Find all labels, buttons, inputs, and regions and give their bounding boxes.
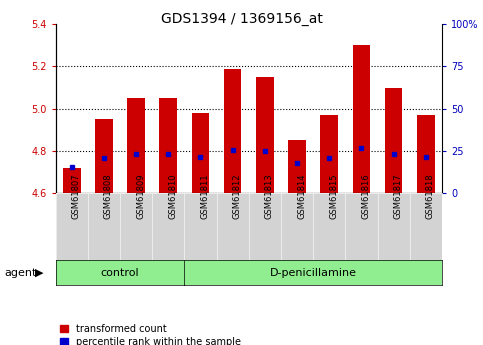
Text: agent: agent (5, 268, 37, 277)
Text: GDS1394 / 1369156_at: GDS1394 / 1369156_at (160, 12, 323, 26)
Bar (417, 115, 435, 193)
Text: GSM61816: GSM61816 (361, 174, 370, 219)
Text: control: control (100, 268, 139, 277)
Bar (63, 168, 81, 193)
Text: GSM61809: GSM61809 (136, 174, 145, 219)
Bar (256, 77, 274, 193)
Bar (224, 69, 242, 193)
Text: GSM61813: GSM61813 (265, 174, 274, 219)
Text: GSM61818: GSM61818 (426, 174, 435, 219)
Text: GSM61807: GSM61807 (71, 174, 81, 219)
Text: GSM61810: GSM61810 (168, 174, 177, 219)
Text: GSM61808: GSM61808 (104, 174, 113, 219)
Bar (127, 98, 145, 193)
Bar (353, 45, 370, 193)
Bar (159, 98, 177, 193)
Text: GSM61817: GSM61817 (394, 174, 403, 219)
Bar (192, 113, 209, 193)
Bar (95, 119, 113, 193)
Text: ▶: ▶ (35, 268, 43, 277)
Text: GSM61811: GSM61811 (200, 174, 210, 219)
Text: GSM61814: GSM61814 (297, 174, 306, 219)
Text: GSM61812: GSM61812 (233, 174, 242, 219)
Bar (320, 115, 338, 193)
Bar (288, 140, 306, 193)
Bar (385, 88, 402, 193)
Legend: transformed count, percentile rank within the sample: transformed count, percentile rank withi… (60, 324, 241, 345)
Text: D-penicillamine: D-penicillamine (270, 268, 356, 277)
Text: GSM61815: GSM61815 (329, 174, 338, 219)
